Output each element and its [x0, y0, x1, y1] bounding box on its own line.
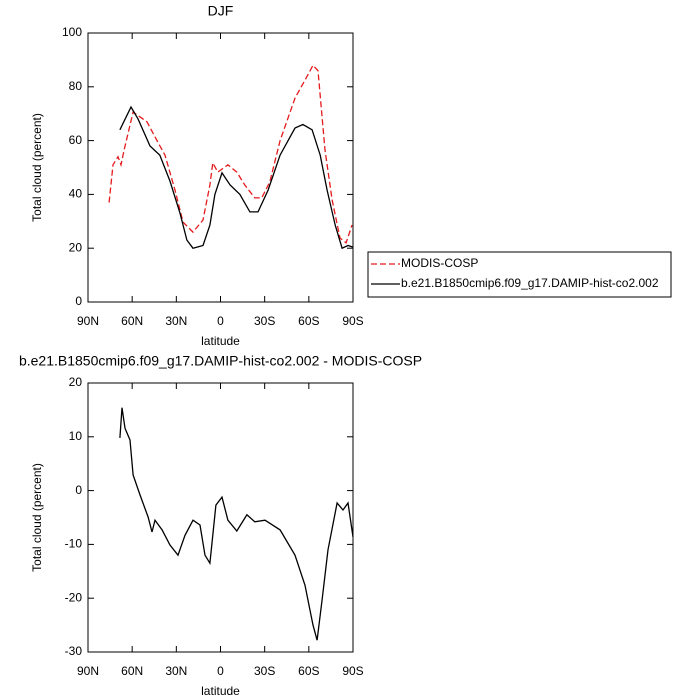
y-tick-label: -10 — [65, 537, 83, 551]
x-tick-label: 30N — [165, 664, 187, 678]
plot-frame — [87, 32, 354, 303]
y-axis-label: Total cloud (percent) — [30, 113, 44, 222]
x-tick-label: 60N — [121, 664, 143, 678]
y-tick-label: 0 — [75, 483, 82, 497]
x-tick-label: 30S — [254, 664, 275, 678]
y-tick-label: 0 — [75, 294, 82, 308]
legend-label: MODIS-COSP — [401, 256, 478, 270]
y-tick-label: -30 — [65, 644, 83, 658]
data-line — [108, 64, 353, 244]
x-tick-label: 90S — [342, 314, 363, 328]
x-tick-label: 0 — [217, 314, 224, 328]
y-tick-label: 100 — [62, 25, 82, 39]
x-tick-label: 0 — [217, 664, 224, 678]
x-axis-label: latitude — [201, 334, 240, 348]
data-line — [119, 407, 354, 641]
y-tick-label: 20 — [69, 375, 83, 389]
y-tick-label: 10 — [69, 429, 83, 443]
y-tick-label: 80 — [69, 79, 83, 93]
y-axis-label: Total cloud (percent) — [30, 463, 44, 572]
x-tick-label: 90S — [342, 664, 363, 678]
chart-title: b.e21.B1850cmip6.f09_g17.DAMIP-hist-co2.… — [19, 353, 422, 369]
plot-frame — [87, 382, 354, 653]
y-tick-label: -20 — [65, 590, 83, 604]
legend-box — [367, 251, 672, 298]
y-tick-label: 40 — [69, 187, 83, 201]
x-axis-label: latitude — [201, 684, 240, 698]
x-tick-label: 60N — [121, 314, 143, 328]
legend-label: b.e21.B1850cmip6.f09_g17.DAMIP-hist-co2.… — [401, 276, 659, 290]
x-tick-label: 90N — [77, 664, 99, 678]
y-tick-label: 60 — [69, 133, 83, 147]
x-tick-label: 30N — [165, 314, 187, 328]
x-tick-label: 60S — [298, 314, 319, 328]
chart-title: DJF — [208, 3, 234, 19]
x-tick-label: 60S — [298, 664, 319, 678]
x-tick-label: 90N — [77, 314, 99, 328]
x-tick-label: 30S — [254, 314, 275, 328]
y-tick-label: 20 — [69, 240, 83, 254]
data-line — [119, 105, 354, 250]
